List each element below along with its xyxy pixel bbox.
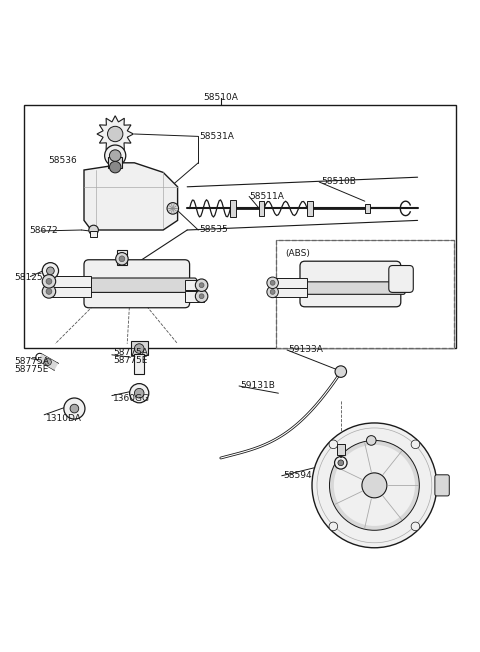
Bar (230, 200, 236, 217)
Circle shape (46, 289, 52, 294)
FancyBboxPatch shape (84, 259, 190, 308)
Circle shape (199, 283, 204, 288)
Bar (337, 444, 345, 454)
Bar (307, 201, 313, 216)
Circle shape (362, 473, 387, 498)
Circle shape (335, 366, 347, 378)
Text: 58510A: 58510A (204, 93, 238, 102)
Text: 58535: 58535 (199, 226, 228, 235)
FancyBboxPatch shape (300, 261, 401, 307)
Circle shape (411, 440, 420, 449)
Text: 1360GG: 1360GG (113, 394, 150, 404)
Bar (131, 342, 148, 355)
Circle shape (329, 440, 338, 449)
Text: 58510B: 58510B (322, 177, 357, 186)
Circle shape (195, 279, 208, 291)
Circle shape (116, 252, 128, 265)
Circle shape (45, 359, 51, 365)
Text: 58775E: 58775E (113, 356, 147, 365)
Bar (48, 286, 91, 297)
Circle shape (109, 161, 121, 173)
Circle shape (267, 277, 278, 289)
Circle shape (411, 522, 420, 531)
Text: 58775E: 58775E (14, 364, 49, 374)
Circle shape (105, 145, 126, 166)
Circle shape (199, 294, 204, 299)
Bar (108, 157, 122, 168)
Bar (185, 291, 204, 301)
Bar (134, 354, 144, 374)
Text: 1310DA: 1310DA (46, 413, 82, 422)
Circle shape (130, 383, 149, 403)
Text: 58775A: 58775A (14, 357, 49, 366)
Bar (24, 105, 456, 348)
Circle shape (335, 456, 347, 469)
Bar (48, 276, 91, 287)
Circle shape (367, 436, 376, 445)
Bar (271, 287, 307, 297)
Circle shape (119, 256, 125, 261)
Text: 58536: 58536 (48, 156, 77, 165)
Polygon shape (84, 163, 178, 230)
Text: 58594: 58594 (283, 471, 312, 481)
Polygon shape (38, 354, 58, 370)
Circle shape (108, 126, 123, 141)
FancyBboxPatch shape (389, 265, 413, 292)
Circle shape (64, 398, 85, 419)
Circle shape (134, 344, 144, 353)
Circle shape (47, 267, 54, 274)
Circle shape (70, 404, 79, 413)
Bar (271, 278, 307, 288)
Circle shape (270, 289, 275, 294)
Circle shape (270, 280, 275, 285)
Bar (276, 239, 454, 348)
Circle shape (42, 263, 59, 279)
Circle shape (46, 278, 52, 284)
Circle shape (338, 460, 344, 466)
Text: 59133A: 59133A (288, 346, 323, 355)
Text: 58775A: 58775A (113, 348, 148, 357)
Bar (185, 280, 204, 291)
Circle shape (134, 389, 144, 398)
Text: (ABS): (ABS) (286, 248, 311, 258)
FancyBboxPatch shape (77, 278, 197, 292)
Text: 58672: 58672 (29, 226, 58, 235)
Bar (365, 203, 370, 213)
FancyBboxPatch shape (296, 282, 405, 294)
Circle shape (334, 445, 415, 526)
Text: 58125: 58125 (14, 273, 43, 282)
FancyBboxPatch shape (435, 475, 449, 496)
Circle shape (42, 274, 56, 288)
Circle shape (312, 423, 437, 548)
Bar (276, 239, 454, 348)
Circle shape (267, 286, 278, 298)
Bar (90, 231, 97, 237)
Circle shape (109, 150, 121, 161)
Circle shape (42, 285, 56, 298)
Text: 59131B: 59131B (240, 381, 275, 391)
Text: 58531A: 58531A (199, 132, 234, 141)
Bar (117, 250, 127, 265)
Circle shape (329, 441, 420, 530)
Polygon shape (97, 116, 133, 152)
Text: 58511A: 58511A (250, 192, 285, 201)
Circle shape (89, 225, 98, 235)
Circle shape (329, 522, 338, 531)
Circle shape (195, 290, 208, 303)
Bar (259, 201, 264, 216)
Circle shape (167, 203, 179, 214)
